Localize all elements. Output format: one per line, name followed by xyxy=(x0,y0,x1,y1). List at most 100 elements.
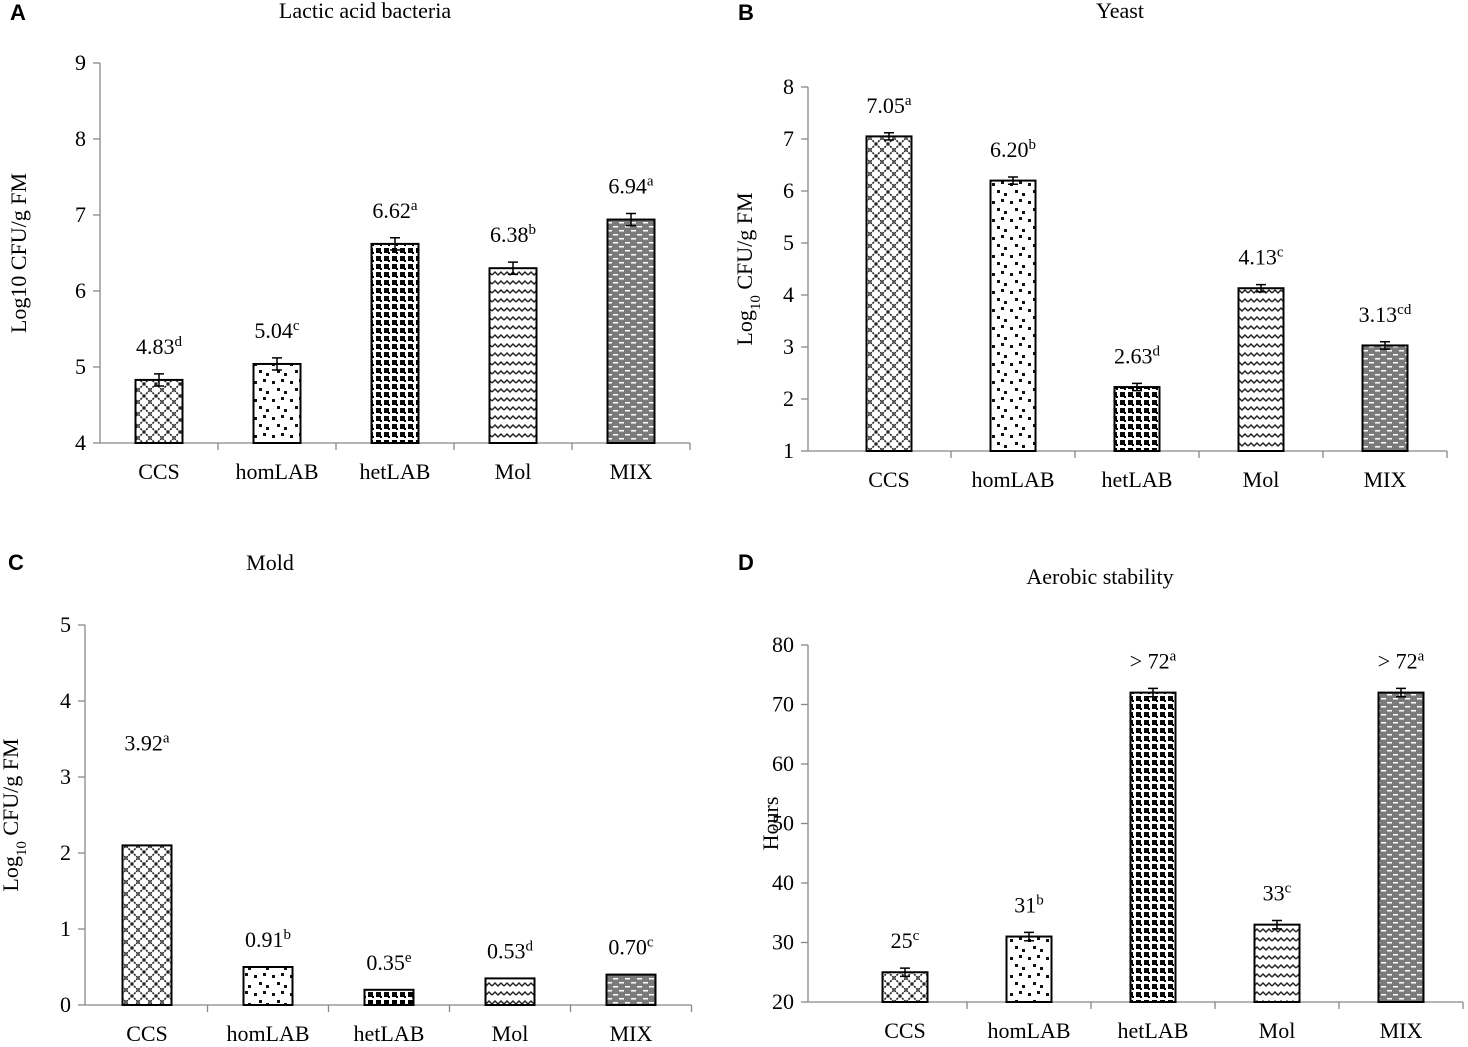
y-tick-label: 6 xyxy=(75,278,86,303)
error-bar xyxy=(1148,687,1158,698)
data-label-letter: c xyxy=(293,318,300,334)
data-label-value: 6.20 xyxy=(990,137,1029,162)
data-label: 0.53d xyxy=(487,938,534,963)
error-bar xyxy=(508,261,518,276)
y-tick-label: 9 xyxy=(75,50,86,75)
x-tick-label: homLAB xyxy=(971,467,1054,492)
y-axis-label-part: Hours xyxy=(758,797,783,851)
data-label: 0.91b xyxy=(245,927,291,952)
data-label-value: 5.04 xyxy=(254,318,293,343)
data-label: 6.38b xyxy=(490,222,536,247)
error-bar xyxy=(1132,382,1142,392)
error-bar xyxy=(272,357,282,371)
y-tick-label: 70 xyxy=(772,692,794,717)
panel-letter: B xyxy=(738,0,754,25)
x-tick-label: Mol xyxy=(495,459,532,484)
data-label: 6.62a xyxy=(372,198,418,223)
chart-title: Lactic acid bacteria xyxy=(279,0,451,23)
data-label-value: 25 xyxy=(891,928,913,953)
bar xyxy=(989,179,1037,452)
data-label-value: 3.13 xyxy=(1359,302,1398,327)
y-axis-label: Log10 CFU/g FM xyxy=(6,173,31,333)
bar xyxy=(1361,344,1409,452)
y-tick-label: 1 xyxy=(783,438,794,463)
bar xyxy=(1377,691,1425,1003)
data-label-letter: a xyxy=(163,730,170,746)
data-label: 7.05a xyxy=(866,93,912,118)
y-tick-label: 5 xyxy=(75,354,86,379)
panel-letter: A xyxy=(10,0,26,25)
x-tick-label: MIX xyxy=(610,459,653,484)
y-tick-label: 1 xyxy=(60,916,71,941)
y-tick-label: 6 xyxy=(783,178,794,203)
data-label: 6.94a xyxy=(608,173,654,198)
data-label: 3.13cd xyxy=(1359,302,1412,327)
x-tick-label: CCS xyxy=(884,1018,926,1043)
y-tick-label: 5 xyxy=(60,612,71,637)
data-label: 6.20b xyxy=(990,137,1036,162)
error-bar xyxy=(1256,283,1266,293)
data-label: 33c xyxy=(1263,880,1292,905)
chart-title: Aerobic stability xyxy=(1026,564,1173,589)
data-label-letter: cd xyxy=(1397,302,1412,318)
bar xyxy=(1253,923,1301,1004)
y-axis-label-part: Log10 CFU/g FM xyxy=(6,173,31,333)
data-label-value: 31 xyxy=(1014,892,1036,917)
y-axis-label: Log10 CFU/g FM xyxy=(0,738,30,891)
data-label-value: 33 xyxy=(1263,880,1285,905)
panel-letter: D xyxy=(738,550,754,575)
y-tick-label: 7 xyxy=(783,126,794,151)
error-bar xyxy=(154,373,164,387)
y-tick-label: 8 xyxy=(75,126,86,151)
x-tick-label: hetLAB xyxy=(1102,467,1173,492)
bar xyxy=(605,973,657,1006)
data-label: 3.92a xyxy=(124,730,170,755)
data-label-letter: a xyxy=(905,93,912,109)
x-tick-label: CCS xyxy=(126,1021,168,1046)
chart-title: Mold xyxy=(246,550,294,575)
data-label-value: 3.92 xyxy=(124,730,163,755)
y-axis-label-part: Log xyxy=(732,310,757,345)
data-label-value: 6.38 xyxy=(490,222,529,247)
x-tick-label: Mol xyxy=(1243,467,1280,492)
x-tick-label: hetLAB xyxy=(354,1021,425,1046)
error-bar xyxy=(626,212,636,227)
x-tick-label: homLAB xyxy=(226,1021,309,1046)
data-label: 25c xyxy=(891,928,920,953)
data-label-letter: c xyxy=(913,928,920,944)
bar xyxy=(606,218,656,444)
x-tick-label: MIX xyxy=(610,1021,653,1046)
y-axis-label: Log10 CFU/g FM xyxy=(732,192,764,345)
data-label-letter: b xyxy=(529,222,537,238)
y-tick-label: 80 xyxy=(772,632,794,657)
bar xyxy=(252,362,302,444)
error-bar xyxy=(900,967,910,978)
x-tick-label: hetLAB xyxy=(360,459,431,484)
y-tick-label: 2 xyxy=(783,386,794,411)
panel-letter: C xyxy=(8,550,24,575)
y-tick-label: 0 xyxy=(60,992,71,1017)
data-label-value: 7.05 xyxy=(866,93,905,118)
bar xyxy=(121,844,173,1007)
data-label-letter: a xyxy=(647,173,654,189)
y-axis-label-part: CFU/g FM xyxy=(0,738,23,841)
x-tick-label: CCS xyxy=(868,467,910,492)
x-tick-label: hetLAB xyxy=(1118,1018,1189,1043)
data-label-letter: c xyxy=(647,935,654,951)
data-label-value: > 72 xyxy=(1378,648,1418,673)
y-axis-label-part: 10 xyxy=(748,295,764,310)
bar xyxy=(865,135,913,452)
bar xyxy=(370,242,420,444)
error-bar xyxy=(1272,919,1282,930)
data-label-value: 6.62 xyxy=(372,198,411,223)
chart-title: Yeast xyxy=(1096,0,1144,23)
x-tick-label: MIX xyxy=(1380,1018,1423,1043)
y-tick-label: 40 xyxy=(772,870,794,895)
y-axis-label-part: 10 xyxy=(14,841,30,856)
data-label-letter: b xyxy=(284,927,292,943)
bar xyxy=(1129,691,1177,1003)
y-axis-label-part: CFU/g FM xyxy=(732,192,757,295)
data-label-value: 2.63 xyxy=(1114,343,1153,368)
x-tick-label: homLAB xyxy=(987,1018,1070,1043)
y-tick-label: 7 xyxy=(75,202,86,227)
